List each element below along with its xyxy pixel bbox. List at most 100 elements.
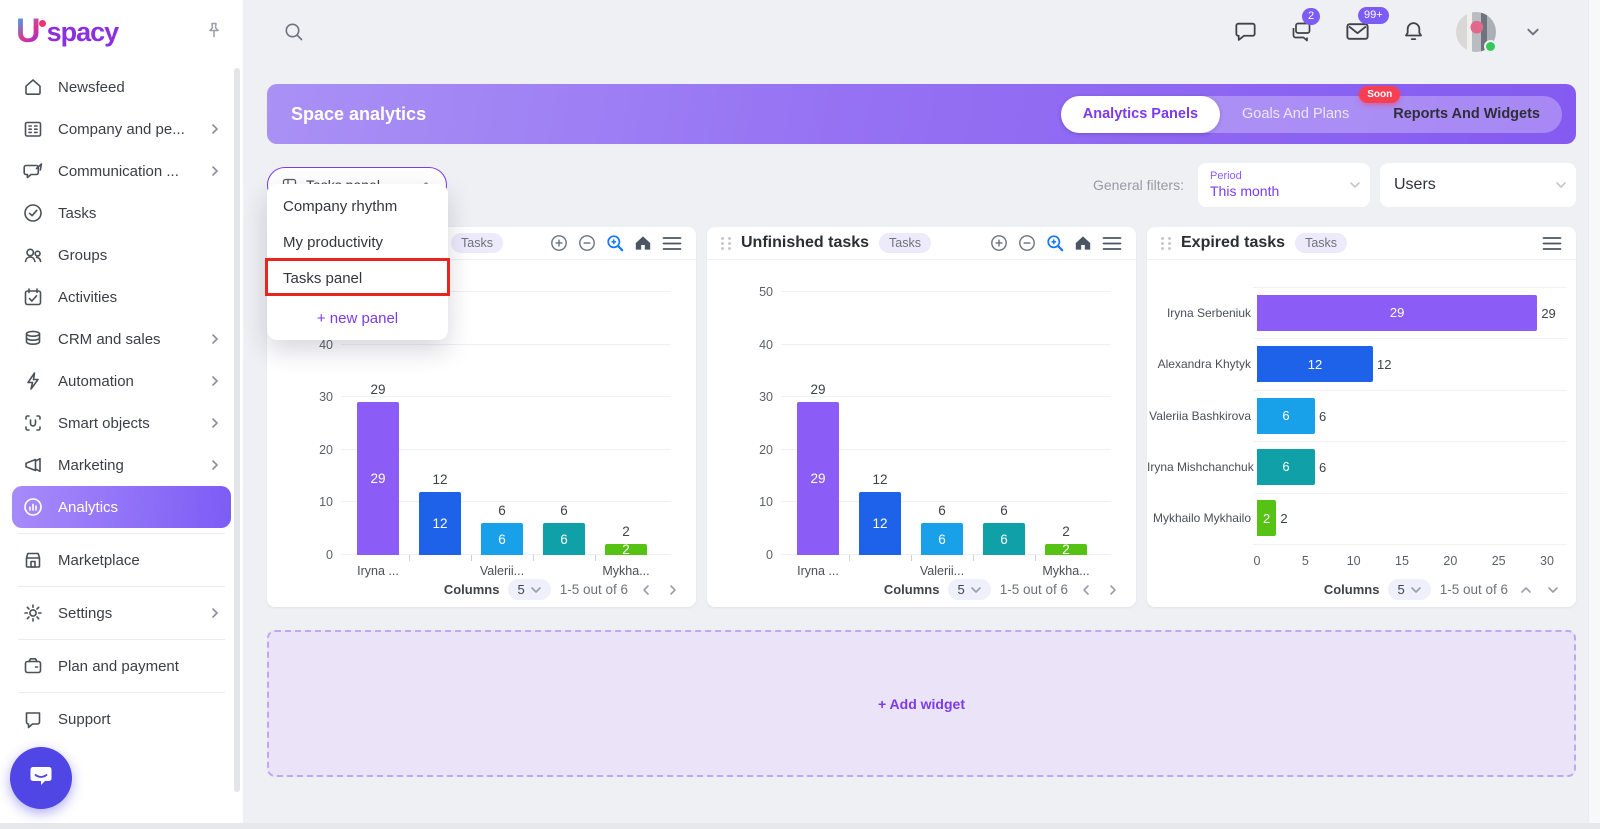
notifications-bell-icon[interactable] — [1401, 19, 1426, 44]
mail-icon[interactable]: 99+ — [1344, 7, 1389, 45]
chevron-down-icon — [1410, 584, 1422, 596]
page-size-select[interactable]: 5 — [1388, 579, 1431, 600]
prev-page-button[interactable] — [1517, 584, 1535, 596]
tab-goals-and-plans[interactable]: Goals And Plans — [1242, 106, 1350, 122]
zoom-search-icon[interactable] — [1046, 234, 1064, 252]
sidebar-divider — [18, 692, 225, 693]
general-filters-label: General filters: — [1092, 177, 1184, 193]
sidebar-item-automation[interactable]: Automation — [12, 360, 231, 402]
gridline — [781, 448, 1111, 450]
sidebar-scrollbar[interactable] — [234, 68, 240, 792]
period-filter[interactable]: Period This month — [1198, 163, 1370, 207]
zoom-out-icon[interactable] — [1018, 234, 1036, 252]
zoom-search-icon[interactable] — [606, 234, 624, 252]
bar-value-inside: 12 — [872, 515, 888, 531]
new-panel-button[interactable]: + new panel — [316, 309, 399, 327]
zoom-in-icon[interactable] — [990, 234, 1008, 252]
pin-sidebar-icon[interactable] — [205, 21, 223, 44]
chevron-right-icon — [209, 459, 221, 471]
sidebar-item-crm[interactable]: CRM and sales — [12, 318, 231, 360]
prev-page-button[interactable] — [637, 584, 655, 596]
sidebar-item-label: Groups — [58, 246, 108, 264]
user-avatar[interactable] — [1456, 11, 1497, 53]
x-axis-tick — [973, 555, 974, 561]
widget-type-badge: Tasks — [879, 233, 931, 253]
window-bottom-edge — [0, 823, 1600, 829]
home-icon[interactable] — [634, 234, 652, 252]
add-widget-label: + Add widget — [878, 695, 965, 712]
tab-analytics-panels[interactable]: Analytics Panels — [1060, 95, 1221, 133]
sidebar-item-support[interactable]: Support — [12, 698, 231, 740]
next-page-button[interactable] — [664, 584, 682, 596]
page-size-select[interactable]: 5 — [948, 579, 991, 600]
sidebar-item-communication[interactable]: Communication ... — [12, 150, 231, 192]
sidebar-item-marketplace[interactable]: Marketplace — [12, 539, 231, 581]
users-filter[interactable]: Users — [1380, 163, 1576, 207]
sidebar-item-label: Communication ... — [58, 162, 179, 180]
soon-badge: Soon — [1359, 85, 1401, 103]
prev-page-button[interactable] — [1077, 584, 1095, 596]
chevron-right-icon — [209, 417, 221, 429]
bar-value-inside: 2 — [622, 542, 630, 558]
drag-handle-icon[interactable] — [721, 236, 731, 250]
comment-icon[interactable] — [1233, 19, 1258, 44]
panel-menu-item-2[interactable]: My productivity — [283, 233, 384, 251]
page-size-select[interactable]: 5 — [508, 579, 551, 600]
menu-icon[interactable] — [1542, 236, 1562, 251]
activities-icon — [22, 286, 44, 308]
profile-menu-chevron-icon[interactable] — [1526, 25, 1540, 39]
page-size-value: 5 — [1397, 582, 1405, 597]
support-chat-button[interactable] — [10, 747, 72, 809]
drag-handle-icon[interactable] — [1161, 236, 1171, 250]
gridline — [781, 291, 1111, 292]
gridline — [341, 396, 671, 398]
banner-tabs: Analytics Panels Goals And Plans Soon Re… — [1060, 85, 1562, 133]
panel-menu-item-3[interactable]: Tasks panel — [283, 269, 363, 287]
menu-icon[interactable] — [662, 236, 682, 251]
widget-type-badge: Tasks — [1295, 233, 1348, 253]
page-scrollbar[interactable] — [1588, 0, 1600, 829]
menu-icon[interactable] — [1102, 236, 1122, 251]
sidebar-item-analytics[interactable]: Analytics — [12, 486, 231, 528]
tab-reports-and-widgets[interactable]: Soon Reports And Widgets — [1359, 85, 1562, 133]
gridline — [341, 501, 671, 503]
page-size-value: 5 — [517, 582, 525, 597]
panel-menu-item-1[interactable]: Company rhythm — [283, 197, 398, 215]
x-axis-tick-label: 5 — [1301, 554, 1309, 568]
y-axis-tick-label: 10 — [759, 495, 773, 510]
sidebar-item-marketing[interactable]: Marketing — [12, 444, 231, 486]
sidebar-item-company[interactable]: Company and pe... — [12, 108, 231, 150]
sidebar-item-newsfeed[interactable]: Newsfeed — [12, 66, 231, 108]
smart-objects-icon — [22, 412, 44, 434]
sidebar-item-smart-objects[interactable]: Smart objects — [12, 402, 231, 444]
zoom-out-icon[interactable] — [578, 234, 596, 252]
home-icon[interactable] — [1074, 234, 1092, 252]
sidebar-item-activities[interactable]: Activities — [12, 276, 231, 318]
y-axis-tick-label: 20 — [759, 442, 773, 457]
add-widget-zone[interactable]: + Add widget — [267, 630, 1576, 777]
chats-icon[interactable]: 2 — [1288, 7, 1321, 45]
gridline — [781, 396, 1111, 398]
y-axis-tick-label: 10 — [319, 495, 333, 510]
next-page-button[interactable] — [1104, 584, 1122, 596]
plan-icon — [22, 655, 44, 677]
sidebar-item-groups[interactable]: Groups — [12, 234, 231, 276]
y-axis-tick-label: 40 — [759, 337, 773, 352]
bar: 6 — [543, 523, 585, 555]
x-axis-tick-label: Mykha... — [602, 564, 650, 578]
sidebar-item-settings[interactable]: Settings — [12, 592, 231, 634]
next-page-button[interactable] — [1544, 584, 1562, 596]
sidebar-item-plan[interactable]: Plan and payment — [12, 645, 231, 687]
sidebar-item-tasks[interactable]: Tasks — [12, 192, 231, 234]
chevron-down-icon — [1349, 179, 1361, 191]
search-icon[interactable] — [283, 21, 305, 43]
x-axis-tick — [911, 555, 912, 561]
newsfeed-icon — [22, 76, 44, 98]
y-axis-tick-label: 50 — [759, 285, 773, 299]
zoom-in-icon[interactable] — [550, 234, 568, 252]
x-axis-tick — [849, 555, 850, 561]
page-size-value: 5 — [957, 582, 965, 597]
widget-unfinished-tasks: Unfinished tasks Tasks 0 10 20 30 40 50 29 29 Ir… — [707, 227, 1136, 607]
